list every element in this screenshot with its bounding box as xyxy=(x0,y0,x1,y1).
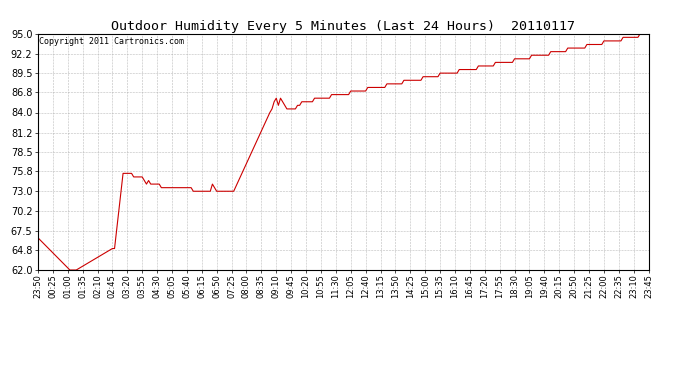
Text: Copyright 2011 Cartronics.com: Copyright 2011 Cartronics.com xyxy=(39,37,184,46)
Title: Outdoor Humidity Every 5 Minutes (Last 24 Hours)  20110117: Outdoor Humidity Every 5 Minutes (Last 2… xyxy=(111,20,575,33)
